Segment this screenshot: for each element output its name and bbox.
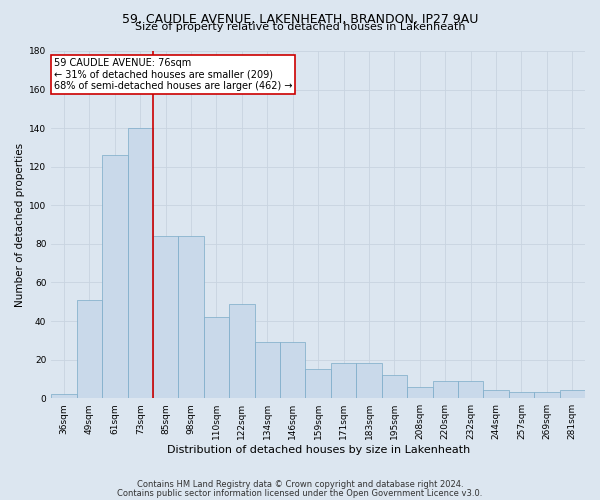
Text: Contains HM Land Registry data © Crown copyright and database right 2024.: Contains HM Land Registry data © Crown c…	[137, 480, 463, 489]
Bar	[534, 392, 560, 398]
Bar	[128, 128, 153, 398]
Bar	[458, 381, 484, 398]
Bar	[280, 342, 305, 398]
Bar	[229, 304, 254, 398]
X-axis label: Distribution of detached houses by size in Lakenheath: Distribution of detached houses by size …	[167, 445, 470, 455]
Bar	[254, 342, 280, 398]
Text: Contains public sector information licensed under the Open Government Licence v3: Contains public sector information licen…	[118, 488, 482, 498]
Bar	[102, 155, 128, 398]
Bar	[509, 392, 534, 398]
Bar	[484, 390, 509, 398]
Text: 59 CAUDLE AVENUE: 76sqm
← 31% of detached houses are smaller (209)
68% of semi-d: 59 CAUDLE AVENUE: 76sqm ← 31% of detache…	[54, 58, 292, 91]
Bar	[407, 386, 433, 398]
Bar	[560, 390, 585, 398]
Y-axis label: Number of detached properties: Number of detached properties	[15, 142, 25, 306]
Bar	[433, 381, 458, 398]
Bar	[77, 300, 102, 398]
Bar	[51, 394, 77, 398]
Text: Size of property relative to detached houses in Lakenheath: Size of property relative to detached ho…	[135, 22, 465, 32]
Bar	[153, 236, 178, 398]
Text: 59, CAUDLE AVENUE, LAKENHEATH, BRANDON, IP27 9AU: 59, CAUDLE AVENUE, LAKENHEATH, BRANDON, …	[122, 12, 478, 26]
Bar	[204, 317, 229, 398]
Bar	[178, 236, 204, 398]
Bar	[356, 364, 382, 398]
Bar	[305, 370, 331, 398]
Bar	[331, 364, 356, 398]
Bar	[382, 375, 407, 398]
